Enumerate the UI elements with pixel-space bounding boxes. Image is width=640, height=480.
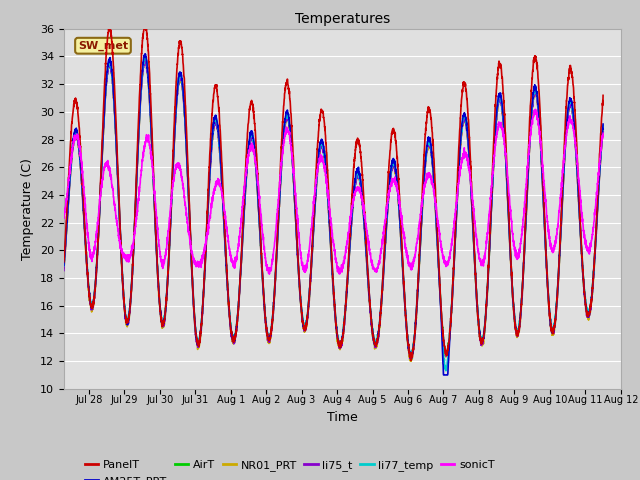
NR01_PRT (599, 127, 607, 132)
Legend: PanelT, AM25T_PRT, AirT, NR01_PRT, li75_t, li77_temp, sonicT: PanelT, AM25T_PRT, AirT, NR01_PRT, li75_… (81, 456, 499, 480)
li75_t (595, 185, 603, 191)
sonicT (361, 213, 369, 219)
li77_temp (442, 368, 450, 373)
PanelT (407, 358, 415, 363)
sonicT (314, 161, 322, 167)
PanelT (314, 130, 322, 136)
AM25T_PRT (287, 140, 295, 145)
li75_t (300, 323, 307, 329)
li75_t (483, 287, 491, 292)
sonicT (483, 233, 491, 239)
NR01_PRT (595, 186, 603, 192)
sonicT (595, 172, 603, 178)
PanelT (599, 93, 607, 98)
NR01_PRT (49, 313, 57, 319)
li75_t (49, 313, 57, 319)
AM25T_PRT (361, 220, 369, 226)
AirT (49, 310, 57, 315)
AirT (595, 184, 603, 190)
X-axis label: Time: Time (327, 410, 358, 424)
PanelT (287, 114, 295, 120)
Y-axis label: Temperature (C): Temperature (C) (22, 158, 35, 260)
Title: Temperatures: Temperatures (295, 12, 390, 26)
Line: AirT: AirT (53, 59, 603, 359)
AM25T_PRT (49, 313, 57, 319)
NR01_PRT (407, 359, 415, 364)
AM25T_PRT (314, 155, 322, 160)
li77_temp (361, 223, 369, 229)
PanelT (300, 321, 307, 326)
li77_temp (599, 123, 607, 129)
li77_temp (300, 321, 307, 326)
li77_temp (287, 139, 295, 144)
NR01_PRT (287, 142, 295, 147)
NR01_PRT (141, 56, 149, 62)
li75_t (407, 356, 415, 362)
NR01_PRT (361, 226, 369, 232)
li75_t (599, 129, 607, 134)
AirT (407, 356, 415, 361)
li75_t (287, 140, 295, 146)
li77_temp (595, 181, 603, 187)
AirT (314, 157, 322, 163)
Line: AM25T_PRT: AM25T_PRT (53, 54, 603, 375)
li77_temp (141, 53, 149, 59)
li75_t (314, 160, 322, 166)
AirT (300, 322, 307, 328)
Line: li75_t: li75_t (53, 59, 603, 359)
Line: NR01_PRT: NR01_PRT (53, 59, 603, 361)
PanelT (49, 312, 57, 317)
AM25T_PRT (599, 121, 607, 127)
li75_t (141, 56, 149, 62)
Line: li77_temp: li77_temp (53, 56, 603, 371)
AirT (141, 56, 149, 61)
li75_t (361, 226, 369, 232)
PanelT (361, 210, 369, 216)
PanelT (483, 284, 491, 290)
PanelT (595, 169, 603, 175)
Line: sonicT: sonicT (53, 109, 603, 274)
sonicT (532, 107, 540, 112)
NR01_PRT (300, 324, 307, 330)
NR01_PRT (483, 292, 491, 298)
NR01_PRT (314, 159, 322, 165)
AirT (483, 287, 491, 293)
sonicT (49, 228, 57, 234)
AirT (599, 126, 607, 132)
li77_temp (314, 155, 322, 161)
sonicT (287, 147, 295, 153)
li77_temp (49, 309, 57, 314)
AirT (287, 141, 295, 146)
AirT (361, 224, 369, 229)
sonicT (300, 266, 307, 272)
PanelT (105, 26, 113, 32)
sonicT (335, 271, 343, 277)
AM25T_PRT (300, 323, 307, 329)
AM25T_PRT (141, 51, 149, 57)
Line: PanelT: PanelT (53, 29, 603, 360)
sonicT (599, 131, 607, 136)
AM25T_PRT (483, 288, 491, 294)
li77_temp (483, 284, 491, 289)
AM25T_PRT (440, 372, 447, 378)
Text: SW_met: SW_met (78, 41, 128, 51)
AM25T_PRT (595, 181, 603, 187)
